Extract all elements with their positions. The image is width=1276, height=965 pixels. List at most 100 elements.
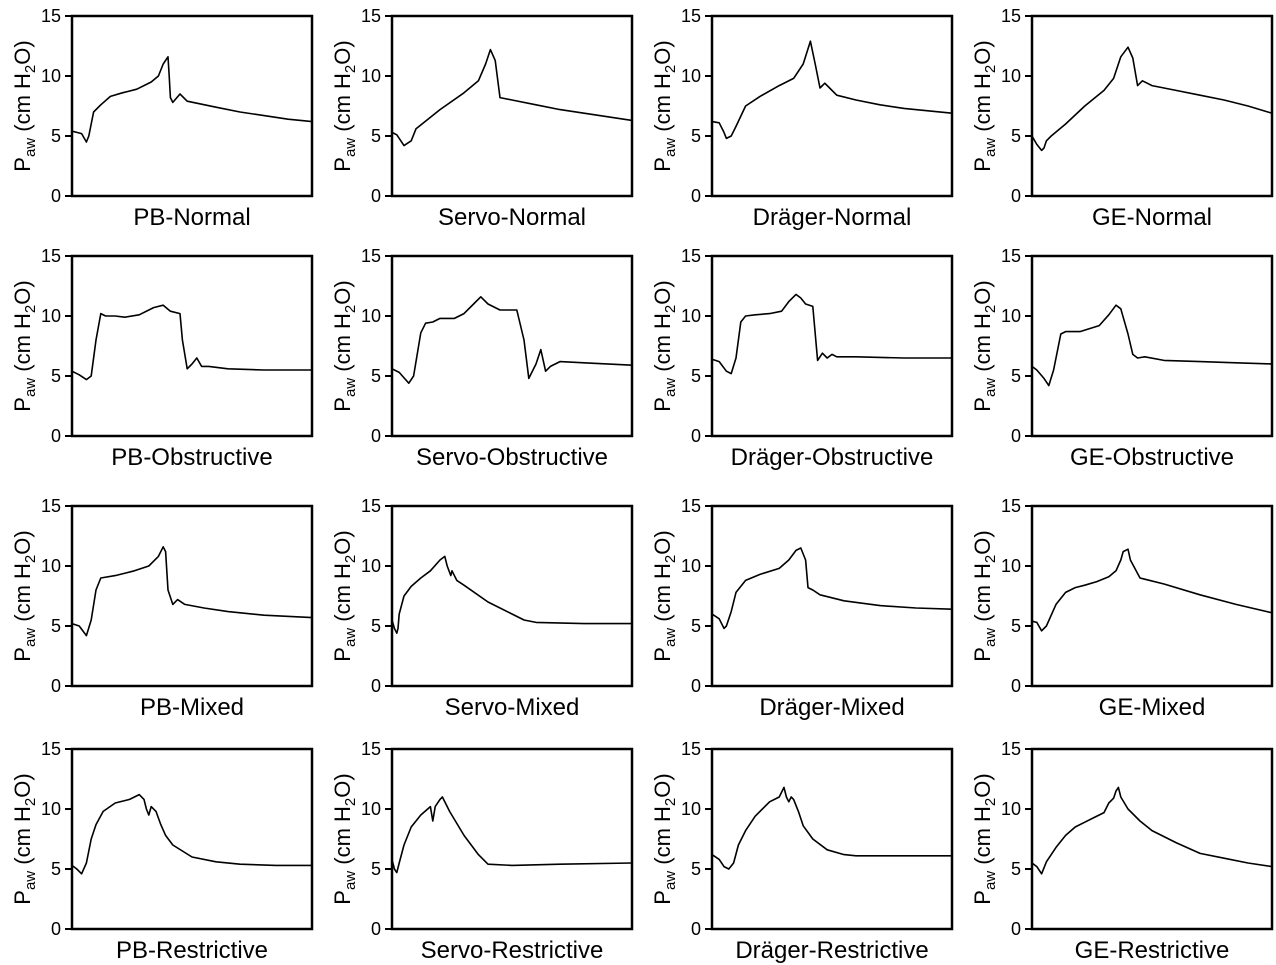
y-axis-label: Paw (cm H2O) [650, 40, 679, 171]
plot-frame [1030, 747, 1274, 931]
y-tick-label: 0 [691, 186, 701, 206]
panel-title: PB-Restrictive [116, 937, 268, 964]
y-tick-label: 0 [371, 186, 381, 206]
y-tick-label: 0 [371, 676, 381, 696]
plot-frame [710, 254, 954, 438]
pressure-trace [71, 793, 312, 875]
y-axis-label: Paw (cm H2O) [330, 773, 359, 904]
y-tick-label: 10 [1001, 799, 1021, 819]
panel-title: Servo-Mixed [445, 694, 580, 721]
y-tick-label: 0 [51, 426, 61, 446]
y-tick-label: 5 [1011, 616, 1021, 636]
y-tick-label: 15 [41, 6, 61, 26]
y-tick-label: 0 [691, 676, 701, 696]
panel-title: PB-Obstructive [111, 444, 272, 471]
pressure-trace [711, 293, 952, 375]
panel-title: Dräger-Normal [753, 204, 912, 231]
y-axis-label: Paw (cm H2O) [650, 280, 679, 411]
pressure-trace [391, 48, 633, 147]
y-tick-label: 0 [691, 426, 701, 446]
y-tick-label: 0 [1011, 426, 1021, 446]
y-axis-label: Paw (cm H2O) [330, 280, 359, 411]
y-axis-label: Paw (cm H2O) [970, 280, 999, 411]
y-tick-label: 10 [1001, 306, 1021, 326]
y-tick-label: 10 [41, 306, 61, 326]
pressure-trace [711, 40, 953, 140]
plot-frame [70, 254, 314, 438]
y-axis-label: Paw (cm H2O) [330, 530, 359, 661]
y-tick-label: 15 [361, 246, 381, 266]
y-tick-label: 5 [691, 616, 701, 636]
plot-frame [70, 747, 314, 931]
y-tick-label: 15 [681, 246, 701, 266]
plot-frame [390, 254, 634, 438]
y-tick-label: 10 [681, 66, 701, 86]
y-tick-label: 10 [361, 306, 381, 326]
pressure-trace [391, 555, 632, 634]
y-tick-label: 10 [41, 799, 61, 819]
y-axis-label: Paw (cm H2O) [10, 280, 39, 411]
y-tick-label: 5 [691, 366, 701, 386]
y-tick-label: 5 [1011, 366, 1021, 386]
y-tick-label: 0 [51, 919, 61, 939]
y-tick-label: 10 [1001, 556, 1021, 576]
y-tick-label: 5 [371, 126, 381, 146]
plot-frame [390, 14, 634, 198]
y-tick-label: 10 [681, 799, 701, 819]
y-tick-label: 5 [1011, 126, 1021, 146]
panel-title: Dräger-Mixed [759, 694, 904, 721]
pressure-trace [1031, 46, 1273, 152]
y-tick-label: 5 [371, 859, 381, 879]
y-tick-label: 15 [41, 739, 61, 759]
panel-title: Servo-Obstructive [416, 444, 608, 471]
plot-frame [710, 504, 954, 688]
panel-title: GE-Obstructive [1070, 444, 1234, 471]
y-tick-label: 15 [681, 496, 701, 516]
plot-frame [1030, 14, 1274, 198]
y-axis-label: Paw (cm H2O) [330, 40, 359, 171]
plot-frame [1030, 254, 1274, 438]
y-tick-label: 0 [691, 919, 701, 939]
pressure-trace [71, 546, 313, 637]
y-tick-label: 15 [1001, 246, 1021, 266]
y-tick-label: 5 [51, 366, 61, 386]
y-tick-label: 10 [361, 556, 381, 576]
y-tick-label: 5 [1011, 859, 1021, 879]
y-tick-label: 15 [361, 496, 381, 516]
y-tick-label: 10 [681, 556, 701, 576]
y-tick-label: 0 [51, 676, 61, 696]
pressure-trace [711, 547, 953, 630]
pressure-trace [71, 304, 312, 381]
y-axis-label: Paw (cm H2O) [650, 530, 679, 661]
y-tick-label: 15 [681, 739, 701, 759]
y-tick-label: 15 [361, 6, 381, 26]
y-tick-label: 5 [51, 859, 61, 879]
y-tick-label: 10 [361, 799, 381, 819]
plot-frame [710, 747, 954, 931]
y-tick-label: 5 [51, 616, 61, 636]
y-tick-label: 15 [1001, 496, 1021, 516]
panel-title: PB-Mixed [140, 694, 244, 721]
panel-title: PB-Normal [133, 204, 250, 231]
pressure-trace [71, 56, 313, 143]
y-tick-label: 15 [681, 6, 701, 26]
y-tick-label: 0 [1011, 919, 1021, 939]
y-tick-label: 5 [371, 366, 381, 386]
y-tick-label: 0 [51, 186, 61, 206]
y-tick-label: 10 [361, 66, 381, 86]
y-tick-label: 0 [1011, 186, 1021, 206]
y-tick-label: 15 [1001, 739, 1021, 759]
plot-frame [390, 504, 634, 688]
pressure-trace [391, 796, 633, 874]
